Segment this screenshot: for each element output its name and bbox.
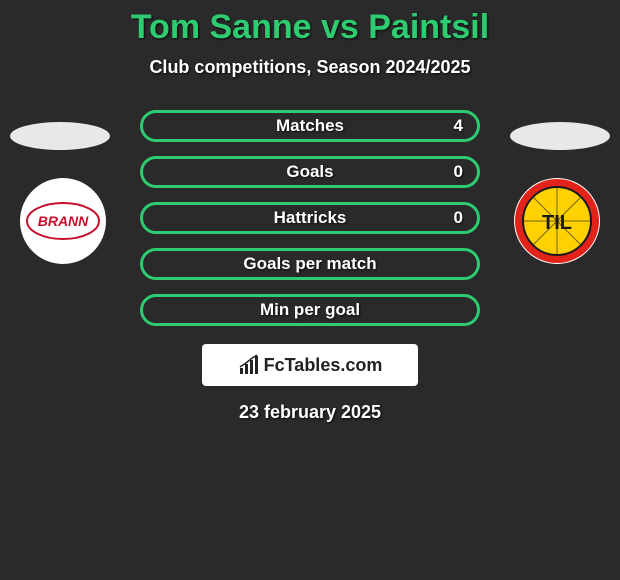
bar-chart-icon bbox=[238, 354, 260, 376]
player-left-silhouette bbox=[10, 122, 110, 150]
comparison-subtitle: Club competitions, Season 2024/2025 bbox=[0, 57, 620, 78]
player-right: TIL bbox=[510, 122, 610, 150]
brand-text: FcTables.com bbox=[264, 355, 383, 376]
player-right-silhouette bbox=[510, 122, 610, 150]
stat-row-matches: Matches 4 bbox=[140, 110, 480, 142]
stat-row-hattricks: Hattricks 0 bbox=[140, 202, 480, 234]
brann-logo-icon: BRANN bbox=[20, 178, 106, 264]
club-badge-right: TIL bbox=[514, 178, 600, 264]
brand-badge: FcTables.com bbox=[202, 344, 418, 386]
stat-label: Hattricks bbox=[143, 208, 477, 228]
til-logo-icon: TIL bbox=[514, 178, 600, 264]
stat-row-goals-per-match: Goals per match bbox=[140, 248, 480, 280]
stat-label: Matches bbox=[143, 116, 477, 136]
svg-text:TIL: TIL bbox=[542, 212, 572, 234]
stat-row-min-per-goal: Min per goal bbox=[140, 294, 480, 326]
stat-label: Min per goal bbox=[143, 300, 477, 320]
stat-row-goals: Goals 0 bbox=[140, 156, 480, 188]
stat-label: Goals bbox=[143, 162, 477, 182]
club-badge-left: BRANN bbox=[20, 178, 106, 264]
comparison-date: 23 february 2025 bbox=[0, 402, 620, 423]
svg-text:BRANN: BRANN bbox=[38, 213, 89, 229]
player-left: BRANN bbox=[10, 122, 110, 150]
comparison-title: Tom Sanne vs Paintsil bbox=[0, 0, 620, 47]
stat-label: Goals per match bbox=[143, 254, 477, 274]
